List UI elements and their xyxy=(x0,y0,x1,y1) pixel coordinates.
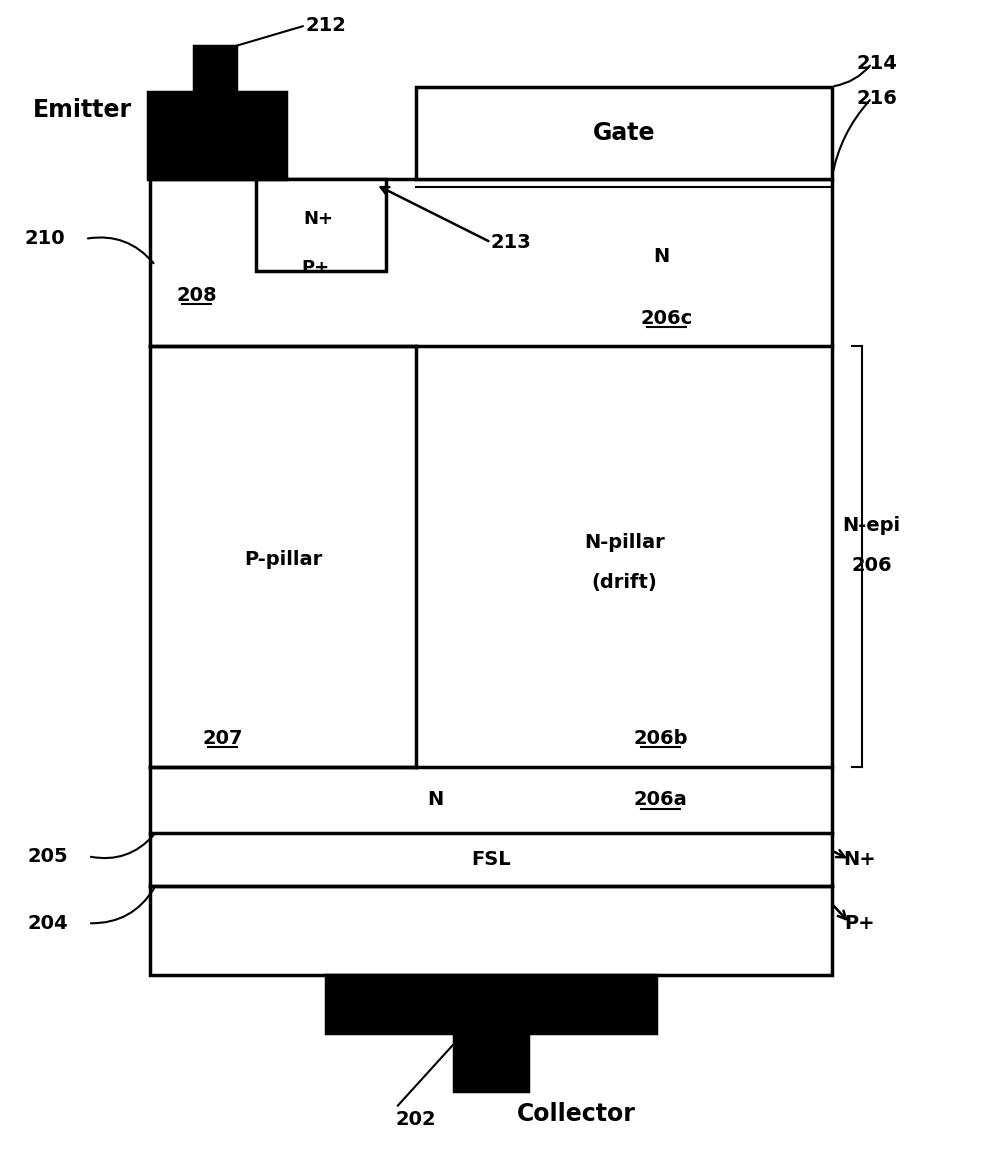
Text: P-pillar: P-pillar xyxy=(244,550,323,569)
Text: 206c: 206c xyxy=(640,309,692,328)
Bar xyxy=(326,975,656,1033)
Text: N-epi: N-epi xyxy=(843,516,901,534)
Text: 202: 202 xyxy=(396,1110,436,1129)
Text: N+: N+ xyxy=(844,850,876,869)
Text: N: N xyxy=(428,790,444,809)
Text: 206a: 206a xyxy=(633,790,687,809)
Text: N-pillar: N-pillar xyxy=(584,533,664,552)
Text: 214: 214 xyxy=(857,54,897,73)
Bar xyxy=(150,179,832,975)
Text: 204: 204 xyxy=(28,914,68,932)
Bar xyxy=(256,179,386,271)
Bar xyxy=(148,92,286,179)
Bar xyxy=(454,1033,528,1091)
Text: 207: 207 xyxy=(202,729,242,748)
Text: 205: 205 xyxy=(28,847,68,866)
Text: 212: 212 xyxy=(306,16,346,35)
Text: N: N xyxy=(653,247,669,265)
Text: 216: 216 xyxy=(857,89,897,107)
Text: 208: 208 xyxy=(176,286,216,305)
Text: FSL: FSL xyxy=(471,850,511,869)
Bar xyxy=(194,46,236,92)
Text: Collector: Collector xyxy=(517,1102,635,1125)
Text: P+: P+ xyxy=(845,914,875,932)
Bar xyxy=(416,87,832,179)
Text: Gate: Gate xyxy=(593,121,655,144)
Text: P+: P+ xyxy=(302,258,330,277)
Text: Emitter: Emitter xyxy=(33,98,131,121)
Text: N+: N+ xyxy=(304,210,334,228)
Text: 210: 210 xyxy=(25,230,65,248)
Text: (drift): (drift) xyxy=(591,574,657,592)
Text: 213: 213 xyxy=(491,233,531,252)
Text: 206: 206 xyxy=(852,556,892,575)
Text: 206b: 206b xyxy=(633,729,687,748)
